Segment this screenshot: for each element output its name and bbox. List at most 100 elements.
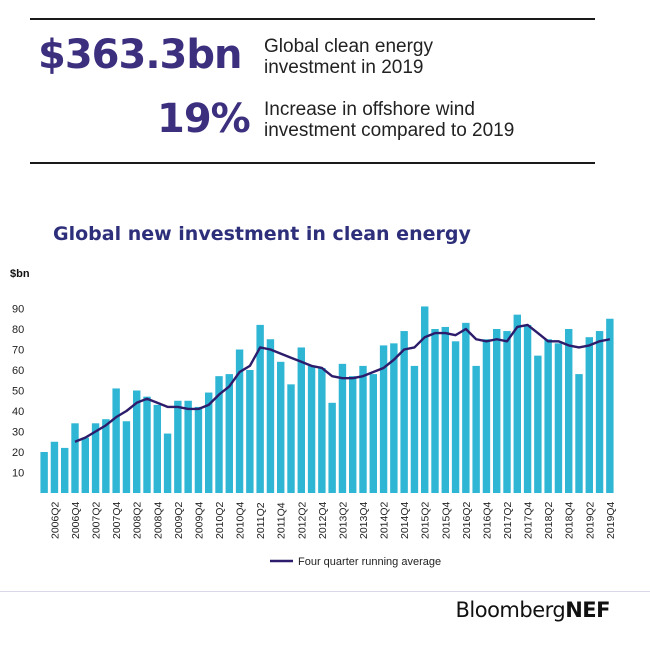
x-tick-label: 2017Q4 — [523, 501, 535, 539]
bar-2010Q3 — [225, 374, 233, 493]
bar-2013Q1 — [328, 402, 336, 493]
chart-title: Global new investment in clean energy — [53, 223, 471, 245]
bar-2019Q4 — [606, 318, 614, 493]
x-tick-label: 2016Q2 — [461, 501, 473, 539]
bar-2014Q1 — [369, 374, 377, 493]
x-tick-label: 2017Q2 — [502, 501, 514, 539]
bar-2019Q2 — [585, 337, 593, 493]
x-tick-label: 2019Q4 — [605, 501, 617, 539]
y-tick-label: 90 — [12, 304, 24, 316]
bar-2009Q4 — [194, 406, 203, 493]
x-tick-label: 2009Q4 — [193, 501, 205, 539]
x-tick-label: 2018Q2 — [543, 501, 555, 539]
bar-2006Q2 — [50, 441, 59, 493]
bar-2018Q1 — [534, 355, 542, 493]
bar-2006Q3 — [61, 447, 69, 493]
logo-suffix: NEF — [565, 598, 610, 622]
x-tick-label: 2015Q4 — [440, 501, 452, 539]
y-tick-label: 30 — [12, 427, 24, 439]
bar-2008Q2 — [133, 390, 141, 493]
bar-2016Q1 — [451, 341, 460, 493]
x-tick-label: 2007Q4 — [111, 501, 123, 539]
bar-2008Q4 — [153, 404, 161, 493]
running-average-line — [74, 323, 611, 443]
y-axis-label: $bn — [10, 268, 30, 280]
x-tick-label: 2010Q4 — [235, 501, 247, 539]
investment-chart: $bn 10 20 30 40 50 60 70 80 90 2006Q2 2006Q4 2007Q2 2… — [10, 268, 617, 568]
bar-2006Q4 — [71, 423, 79, 493]
x-tick-label: 2010Q2 — [214, 501, 226, 539]
x-tick-label: 2008Q2 — [132, 501, 144, 539]
footer-divider — [0, 591, 650, 592]
bar-2007Q4 — [112, 388, 120, 493]
bar-2007Q2 — [91, 423, 100, 493]
bar-2017Q2 — [503, 331, 511, 493]
x-tick-label: 2011Q2 — [255, 502, 267, 539]
x-tick-label: 2018Q4 — [564, 501, 576, 539]
offshore-wind-increase-label-line2: investment compared to 2019 — [264, 120, 515, 141]
x-tick-label: 2019Q2 — [584, 501, 596, 539]
bar-2008Q3 — [143, 396, 151, 493]
x-tick-label: 2006Q4 — [70, 501, 82, 539]
x-tick-label: 2014Q2 — [379, 501, 391, 539]
bar-2017Q3 — [513, 314, 521, 493]
bar-2012Q4 — [318, 367, 326, 493]
bar-2018Q3 — [554, 343, 563, 493]
bar-2015Q3 — [431, 329, 439, 493]
bar-2007Q1 — [81, 437, 89, 493]
bar-2009Q3 — [184, 400, 192, 493]
bar-2016Q4 — [482, 339, 491, 493]
y-tick-label: 20 — [12, 447, 24, 459]
bar-2011Q3 — [266, 339, 275, 493]
bar-2014Q2 — [379, 345, 388, 493]
x-tick-label: 2013Q4 — [358, 501, 370, 539]
bar-2019Q3 — [595, 331, 604, 493]
investment-total-value: $363.3bn — [38, 32, 242, 78]
investment-total-label: Global clean energy investment in 2019 — [264, 36, 433, 78]
x-tick-label: 2008Q4 — [152, 501, 164, 539]
bar-2012Q3 — [307, 365, 316, 493]
investment-total-label-line2: investment in 2019 — [264, 57, 424, 78]
x-tick-label: 2014Q4 — [399, 501, 411, 539]
bar-2017Q1 — [493, 329, 501, 493]
bar-2014Q4 — [400, 331, 408, 493]
offshore-wind-increase-label-line1: Increase in offshore wind — [264, 99, 475, 120]
offshore-wind-increase-value: 19% — [157, 96, 251, 142]
bar-2010Q2 — [215, 376, 223, 493]
bar-2012Q1 — [287, 384, 295, 493]
bar-2012Q2 — [297, 347, 305, 493]
bar-2019Q1 — [575, 374, 583, 493]
bar-2009Q1 — [163, 433, 172, 493]
x-tick-label: 2012Q2 — [296, 501, 308, 539]
bar-2010Q4 — [235, 349, 244, 493]
bar-2013Q2 — [338, 363, 347, 493]
x-tick-label: 2013Q2 — [337, 501, 349, 539]
bar-2017Q4 — [523, 324, 532, 493]
bar-2016Q2 — [462, 322, 470, 493]
logo-brand: Bloomberg — [455, 598, 566, 622]
bar-2013Q4 — [359, 365, 367, 493]
bottom-rule — [30, 162, 595, 164]
y-tick-label: 60 — [12, 365, 24, 377]
bar-2016Q3 — [472, 365, 480, 493]
legend-label: Four quarter running average — [298, 556, 441, 568]
x-tick-label: 2016Q4 — [481, 501, 493, 539]
x-tick-label: 2015Q2 — [420, 501, 432, 539]
bloombergnef-logo: BloombergNEF — [455, 598, 610, 622]
investment-total-label-line1: Global clean energy — [264, 36, 433, 57]
bar-2009Q2 — [174, 400, 182, 493]
y-tick-label: 40 — [12, 406, 24, 418]
bar-2015Q1 — [410, 365, 419, 493]
bar-2008Q1 — [122, 421, 131, 493]
x-tick-label: 2009Q2 — [173, 501, 185, 539]
bar-2014Q3 — [390, 343, 398, 493]
y-tick-label: 50 — [12, 386, 24, 398]
bar-2015Q2 — [421, 306, 429, 493]
offshore-wind-increase-label: Increase in offshore wind investment com… — [264, 99, 514, 141]
bar-2013Q3 — [349, 376, 357, 493]
x-tick-label: 2012Q4 — [317, 501, 329, 539]
bar-2018Q4 — [565, 329, 573, 493]
bar-2010Q1 — [205, 392, 213, 493]
bar-2011Q1 — [246, 370, 254, 493]
x-tick-label: 2007Q2 — [91, 501, 103, 539]
